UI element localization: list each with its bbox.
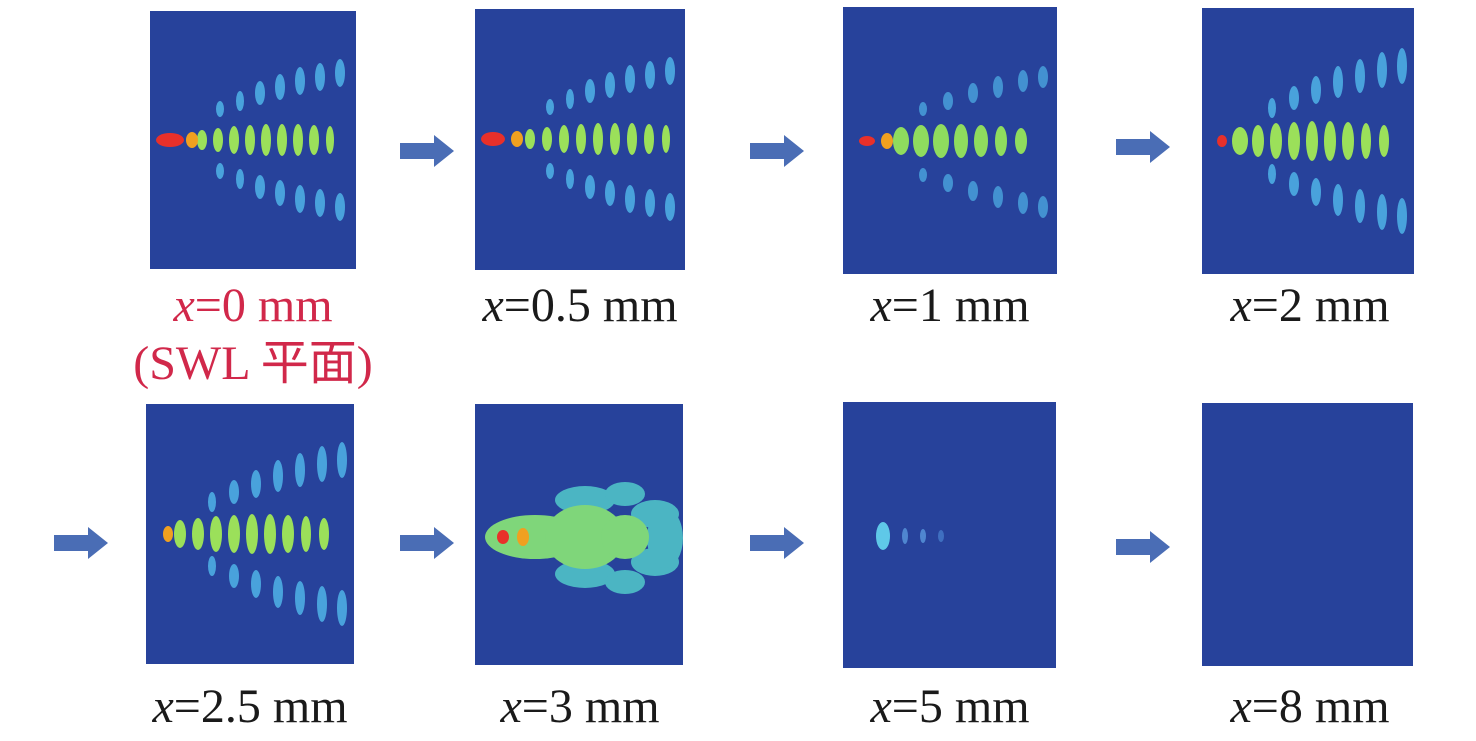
field-panel-x0 [150, 11, 356, 269]
variable-symbol: x [1230, 279, 1252, 332]
field-panel-x5 [843, 402, 1056, 668]
arrow-icon [1116, 531, 1170, 563]
field-panel-x2-5 [146, 404, 354, 664]
panel-label: x=0 mm [153, 278, 353, 334]
arrow-icon [400, 527, 454, 559]
position-value: =8 mm [1251, 680, 1390, 733]
variable-symbol: x [173, 279, 195, 332]
position-value: =0 mm [194, 279, 333, 332]
field-plot-x8 [1202, 403, 1413, 666]
field-panel-x0-5 [475, 9, 685, 270]
field-plot-x0 [150, 11, 356, 269]
field-plot-x2-5 [146, 404, 354, 664]
variable-symbol: x [482, 279, 504, 332]
panel-label: x=1 mm [830, 278, 1070, 334]
variable-symbol: x [870, 279, 892, 332]
arrow-icon [750, 135, 804, 167]
variable-symbol: x [870, 680, 892, 733]
arrow-icon [750, 527, 804, 559]
field-plot-x3 [475, 404, 683, 665]
field-panel-x3 [475, 404, 683, 665]
field-panel-x1 [843, 7, 1057, 274]
variable-symbol: x [1230, 680, 1252, 733]
position-value: =2.5 mm [173, 680, 348, 733]
variable-symbol: x [500, 680, 522, 733]
panel-label: x=2 mm [1190, 278, 1430, 334]
panel-label: x=8 mm [1190, 679, 1430, 735]
arrow-icon [1116, 131, 1170, 163]
variable-symbol: x [152, 680, 174, 733]
arrow-icon [400, 135, 454, 167]
panel-label: x=2.5 mm [115, 679, 385, 735]
field-plot-x0-5 [475, 9, 685, 270]
field-plot-x5 [843, 402, 1056, 668]
field-panel-x2 [1202, 8, 1414, 274]
field-plot-x2 [1202, 8, 1414, 274]
position-value: =2 mm [1251, 279, 1390, 332]
position-value: =3 mm [521, 680, 660, 733]
panel-note: (SWL 平面) [133, 337, 373, 390]
position-value: =5 mm [891, 680, 1030, 733]
arrow-icon [54, 527, 108, 559]
position-value: =0.5 mm [503, 279, 678, 332]
panel-label: x=5 mm [830, 679, 1070, 735]
panel-label: x=0.5 mm [450, 278, 710, 334]
panel-label: x=3 mm [460, 679, 700, 735]
position-value: =1 mm [891, 279, 1030, 332]
field-plot-x1 [843, 7, 1057, 274]
field-panel-x8 [1202, 403, 1413, 666]
